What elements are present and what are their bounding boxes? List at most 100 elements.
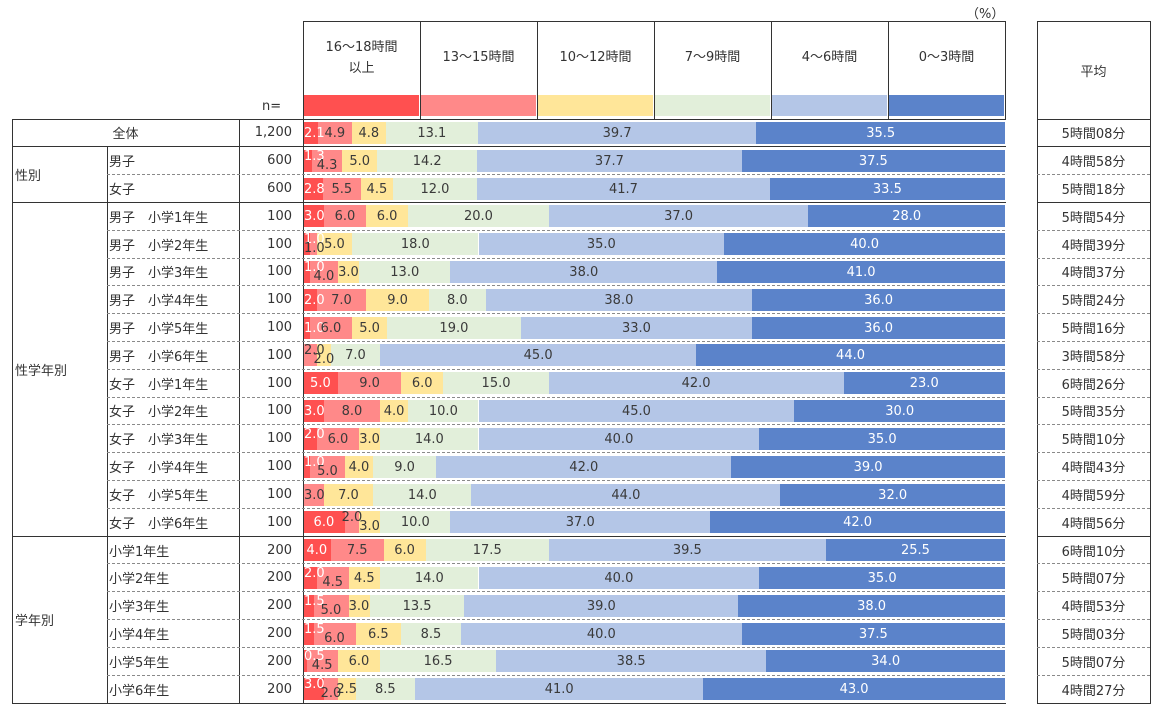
legend-swatch	[772, 95, 887, 116]
data-label: 2.0	[304, 292, 325, 308]
data-label: 40.0	[586, 626, 616, 642]
average-value: 4時間39分	[1061, 238, 1126, 254]
data-label: 8.5	[420, 626, 442, 642]
legend-column-border	[419, 21, 421, 120]
bar-segment	[345, 455, 374, 478]
data-label: 6.0	[320, 320, 342, 336]
bar-segment	[377, 149, 478, 172]
row-label-text: 小学2年生	[109, 572, 170, 588]
average-value: 5時間07分	[1061, 655, 1126, 671]
row-divider	[107, 368, 1006, 370]
average-value: 5時間35分	[1061, 405, 1126, 421]
n-value: 100	[267, 264, 292, 280]
group-divider	[12, 201, 1006, 203]
data-label: 4.5	[366, 181, 388, 197]
n-value: 100	[267, 236, 292, 252]
data-label: 2.0	[313, 352, 335, 368]
data-label: 33.0	[621, 320, 651, 336]
bar-segment	[759, 566, 1005, 589]
bar-segment	[310, 233, 318, 256]
bar-segment	[317, 344, 332, 367]
legend-header-cell: 0～3時間	[888, 21, 1005, 94]
data-label: 39.0	[853, 459, 883, 475]
data-label: 23.0	[909, 376, 939, 392]
row-label-text: 女子 小学5年生	[109, 488, 209, 504]
data-label: 3.0	[304, 404, 325, 420]
data-label: 10.0	[400, 515, 430, 531]
n-value: 100	[267, 486, 292, 502]
row-label-text: 男子 小学2年生	[109, 238, 209, 254]
data-label: 9.0	[359, 376, 380, 392]
bar-segment	[322, 177, 362, 200]
legend-swatch	[421, 95, 536, 116]
n-value: 100	[267, 403, 292, 419]
data-label: 4.0	[348, 459, 370, 475]
bar-segment	[443, 372, 549, 395]
data-label: 33.5	[872, 181, 902, 197]
data-label: 3.0	[359, 519, 380, 535]
row-label-text: 小学5年生	[109, 655, 170, 671]
bar-segment	[303, 400, 325, 423]
data-label: 41.7	[608, 181, 638, 197]
average-table-border	[1037, 118, 1151, 120]
legend-swatch	[655, 95, 770, 116]
bar-segment	[478, 233, 725, 256]
data-label: 5.0	[317, 463, 338, 479]
data-label: 36.0	[864, 292, 894, 308]
bar-segment	[303, 427, 318, 450]
bar-segment	[380, 566, 479, 589]
data-label: 37.5	[858, 153, 888, 169]
bar-segment	[317, 427, 360, 450]
data-label: 6.0	[376, 209, 398, 225]
average-value: 5時間07分	[1061, 572, 1126, 588]
row-label: 女子 小学5年生	[107, 481, 239, 509]
n-value: 200	[267, 653, 292, 669]
bar-segment	[380, 511, 451, 534]
legend-swatch	[889, 95, 1004, 116]
bar-segment	[313, 594, 349, 617]
bar-segment	[392, 177, 478, 200]
bar-segment	[380, 427, 479, 450]
bar-segment	[303, 650, 307, 673]
data-label: 44.0	[611, 487, 641, 503]
row-divider	[107, 396, 1006, 398]
average-value: 6時間10分	[1061, 544, 1126, 560]
data-label: 34.0	[871, 654, 901, 670]
data-label: 38.0	[569, 265, 599, 281]
data-label: 4.3	[316, 157, 338, 173]
bar-segment	[843, 372, 1005, 395]
group-divider	[1037, 535, 1151, 537]
legend-header-cell: 13～15時間	[420, 21, 537, 94]
data-label: 1.0	[304, 454, 325, 470]
average-value: 4時間53分	[1061, 600, 1126, 616]
legend-label: 7～9時間	[684, 50, 741, 65]
average-value: 5時間18分	[1061, 183, 1126, 198]
bar-segment	[383, 539, 426, 562]
row-label: 男子 小学2年生	[107, 230, 239, 258]
data-label: 4.9	[324, 126, 346, 141]
data-label: 25.5	[900, 543, 930, 559]
n-value: 100	[267, 459, 292, 475]
bar-segment	[310, 261, 339, 284]
average-table-border	[1149, 21, 1151, 704]
row-label: 小学4年生	[107, 620, 239, 648]
n-value: 200	[267, 625, 292, 641]
legend-swatch	[304, 95, 419, 116]
bar-segment	[408, 205, 549, 228]
bar-segment	[380, 344, 697, 367]
data-label: 8.0	[341, 404, 363, 420]
data-label: 2.1	[304, 126, 325, 141]
row-divider	[1037, 674, 1151, 676]
average-value: 5時間24分	[1061, 294, 1126, 310]
data-label: 3.0	[304, 209, 325, 225]
bar-segment	[759, 427, 1005, 450]
bar-segment	[342, 149, 378, 172]
data-label: 2.5	[336, 682, 358, 698]
row-divider	[1037, 368, 1151, 370]
data-label: 9.0	[394, 459, 415, 475]
legend-label: 以上	[348, 60, 375, 76]
group-label: 性学年別	[12, 202, 107, 536]
data-label: 14.0	[414, 431, 444, 447]
data-label: 5.0	[310, 376, 331, 392]
